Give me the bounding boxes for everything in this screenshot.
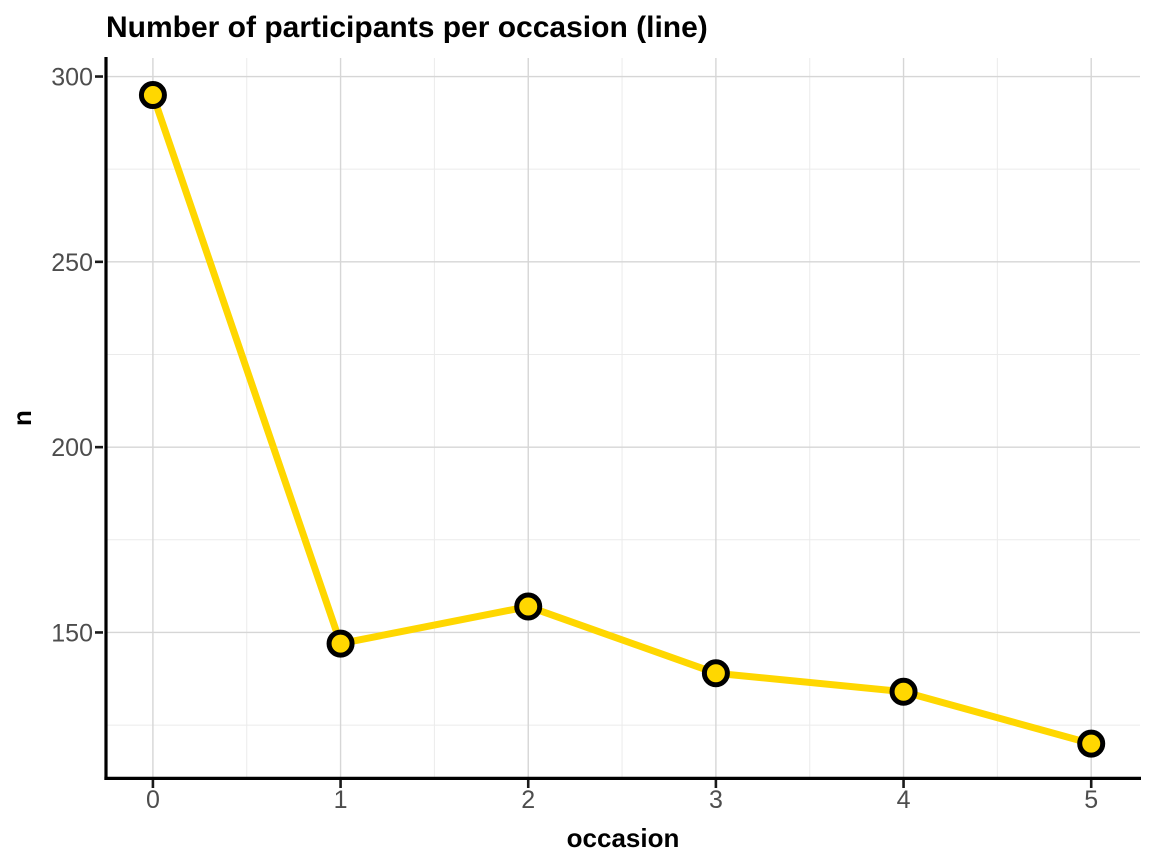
data-point: [514, 592, 543, 621]
data-point: [701, 659, 730, 688]
x-axis-title: occasion: [567, 823, 680, 853]
y-axis-title: n: [7, 410, 37, 426]
data-point: [138, 81, 167, 110]
data-point: [889, 677, 918, 706]
data-line: [149, 91, 1095, 748]
y-tick-label: 200: [51, 434, 93, 462]
x-tick-label: 3: [709, 786, 723, 814]
x-tick-label: 2: [521, 786, 535, 814]
x-tick-labels: 0 1 2 3 4 5: [146, 786, 1098, 814]
x-tick-label: 4: [897, 786, 911, 814]
y-tick-label: 150: [51, 619, 93, 647]
data-point: [1077, 729, 1106, 758]
x-tick-label: 5: [1084, 786, 1098, 814]
data-point: [326, 629, 355, 658]
x-tick-label: 0: [146, 786, 160, 814]
y-tick-label: 300: [51, 64, 93, 92]
y-tick-labels: 150 200 250 300: [51, 64, 93, 648]
data-series: [138, 81, 1106, 758]
chart-title: Number of participants per occasion (lin…: [106, 11, 708, 44]
axis-ticks: [95, 75, 1093, 788]
x-tick-label: 1: [334, 786, 348, 814]
gridlines-minor: [106, 58, 1140, 777]
y-tick-label: 250: [51, 249, 93, 277]
axis-lines: [104, 57, 1141, 781]
